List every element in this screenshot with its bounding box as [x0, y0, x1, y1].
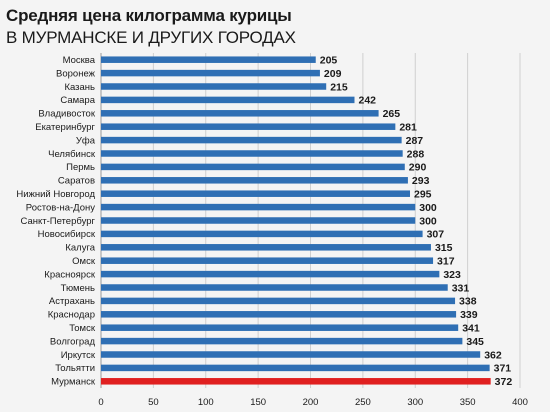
category-label: Краснодар [48, 310, 95, 321]
bar [101, 230, 423, 238]
value-label: 345 [466, 336, 484, 348]
x-tick-label: 150 [250, 397, 266, 408]
value-label: 371 [494, 363, 512, 375]
value-label: 287 [406, 135, 424, 147]
category-label: Саратов [58, 176, 95, 187]
x-tick-label: 100 [198, 397, 214, 408]
value-label: 339 [460, 309, 478, 321]
x-tick-label: 0 [98, 397, 103, 408]
value-label: 288 [407, 148, 425, 160]
value-label: 242 [358, 95, 376, 107]
category-label: Москва [63, 55, 96, 66]
category-label: Самара [60, 95, 95, 106]
value-label: 300 [419, 202, 437, 214]
category-label: Красноярск [44, 269, 96, 280]
bar [101, 110, 379, 117]
value-label: 209 [324, 68, 342, 80]
x-tick-label: 300 [407, 397, 423, 408]
category-label: Иркутск [61, 350, 96, 361]
value-label: 323 [443, 269, 461, 281]
x-tick-label: 350 [460, 397, 476, 408]
category-label: Казань [64, 82, 95, 93]
category-label: Воронеж [56, 68, 96, 79]
value-label: 293 [412, 175, 430, 187]
bar [101, 270, 440, 278]
bar [101, 284, 448, 291]
bar [101, 217, 416, 224]
value-label: 362 [484, 349, 502, 361]
category-label: Тюмень [61, 283, 95, 294]
category-label: Ростов-на-Дону [26, 202, 95, 213]
category-label: Санкт-Петербург [20, 216, 95, 227]
chart-title: Средняя цена килограмма курицы [6, 6, 292, 25]
category-label: Волгоград [50, 336, 96, 347]
bar [101, 150, 403, 157]
category-label: Владивосток [38, 109, 96, 120]
bar [101, 163, 405, 171]
category-label: Уфа [76, 135, 96, 146]
category-label: Новосибирск [38, 229, 96, 240]
value-label: 281 [399, 122, 417, 134]
bar [101, 311, 457, 318]
x-tick-label: 400 [512, 397, 528, 408]
bar [101, 83, 327, 90]
bar [101, 297, 456, 305]
bar [101, 378, 491, 385]
x-tick-label: 200 [303, 397, 319, 408]
bar [101, 123, 396, 130]
bar [101, 337, 463, 345]
bar [101, 351, 481, 358]
category-label: Тольятти [55, 363, 95, 374]
bar [101, 96, 355, 104]
category-label: Пермь [66, 162, 95, 173]
value-label: 341 [462, 323, 480, 335]
bar [101, 136, 402, 144]
x-tick-label: 50 [148, 397, 159, 408]
value-label: 315 [435, 242, 453, 254]
category-label: Омск [72, 256, 96, 267]
x-tick-label: 250 [355, 397, 371, 408]
bar [101, 190, 411, 197]
bar [101, 203, 416, 211]
category-label: Екатеринбург [35, 122, 95, 133]
category-label: Нижний Новгород [16, 189, 95, 200]
bar [101, 177, 408, 184]
value-label: 331 [452, 282, 470, 294]
value-label: 215 [330, 81, 348, 93]
value-label: 290 [409, 162, 427, 174]
value-label: 205 [320, 55, 338, 67]
value-label: 265 [383, 108, 401, 120]
category-label: Томск [69, 323, 96, 334]
value-label: 317 [437, 256, 455, 268]
bar [101, 324, 459, 331]
value-label: 338 [459, 296, 477, 308]
value-label: 307 [427, 229, 445, 241]
category-label: Мурманск [51, 377, 96, 388]
category-label: Челябинск [48, 149, 96, 160]
category-label: Калуга [65, 243, 95, 254]
value-label: 372 [495, 376, 513, 388]
value-label: 295 [414, 189, 432, 201]
bar [101, 364, 490, 372]
bar [101, 244, 431, 251]
category-label: Астрахань [49, 296, 95, 307]
bar [101, 56, 316, 63]
bar [101, 257, 434, 264]
chart-subtitle: В МУРМАНСКЕ И ДРУГИХ ГОРОДАХ [6, 28, 296, 47]
value-label: 300 [419, 215, 437, 227]
bar [101, 69, 320, 77]
